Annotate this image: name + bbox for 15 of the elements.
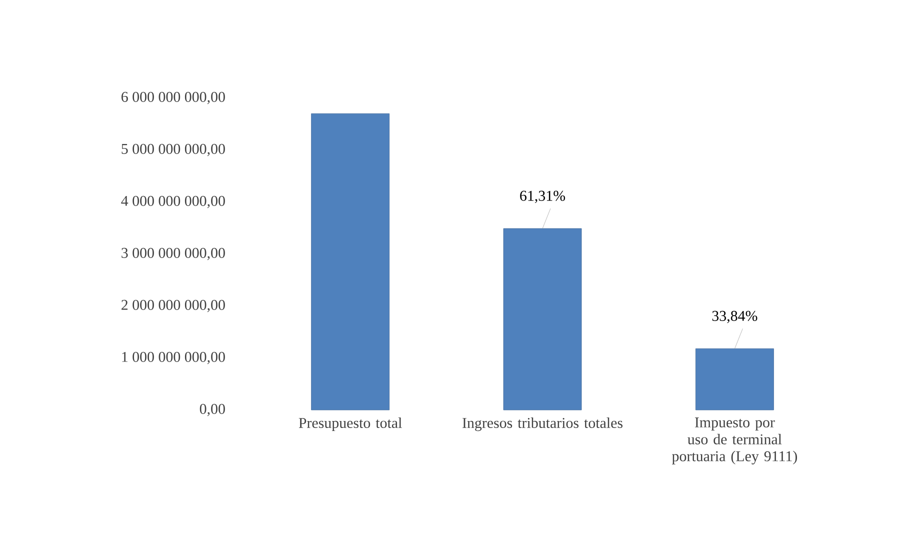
x-tick-label: Presupuesto total	[298, 418, 402, 432]
y-tick-label: 5 000 000 000,00	[122, 144, 225, 156]
x-tick-label: Ingresos tributarios totales	[462, 418, 622, 432]
y-tick-label: 4 000 000 000,00	[121, 196, 225, 208]
y-tick-label: 6 000 000 000,00	[122, 92, 225, 104]
bar	[695, 348, 774, 410]
bar	[311, 113, 390, 410]
y-tick-label: 1 000 000 000,00	[122, 352, 225, 364]
bar	[503, 228, 582, 410]
annotation: 33,84%	[712, 310, 758, 324]
y-tick-label: 3 000 000 000,00	[122, 248, 225, 260]
y-tick-label: 2 000 000 000,00	[122, 300, 225, 312]
annotation: 61,31%	[520, 190, 566, 203]
y-tick-label: 0,00	[200, 404, 225, 416]
x-tick-label: Impuesto por uso de terminal portuaria (Ley 9111)	[672, 418, 797, 464]
